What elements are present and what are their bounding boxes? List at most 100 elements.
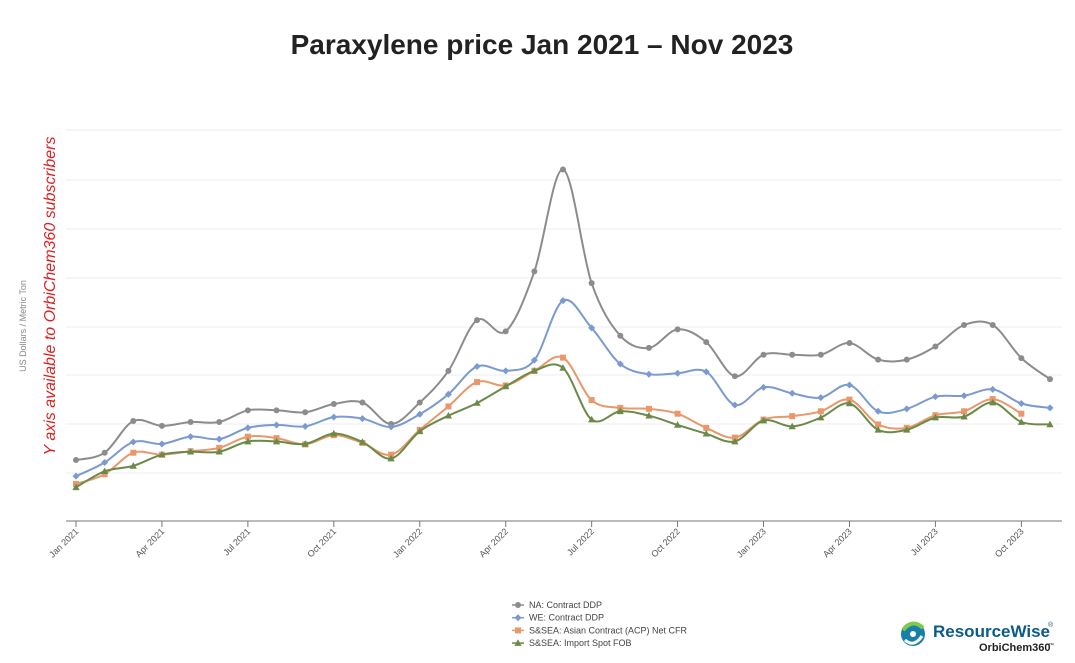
data-point (903, 426, 911, 433)
data-point (731, 373, 738, 380)
data-point (788, 389, 796, 397)
data-point (789, 413, 796, 420)
data-point (616, 360, 624, 368)
data-point (817, 408, 824, 415)
legend-label: S&SEA: Asian Contract (ACP) Net CFR (529, 625, 688, 635)
data-point (272, 437, 281, 445)
data-point (445, 403, 452, 410)
data-point (989, 322, 996, 328)
data-point (474, 317, 481, 324)
data-point (874, 426, 882, 433)
data-point (416, 427, 424, 435)
data-point (187, 419, 194, 426)
data-point (101, 449, 108, 456)
x-tick-label: Jul 2021 (221, 526, 252, 557)
x-tick-label: Jan 2022 (391, 526, 424, 559)
data-point (444, 390, 452, 398)
data-point (158, 440, 166, 448)
data-point (874, 407, 882, 415)
x-tick-label: Oct 2022 (649, 526, 682, 559)
data-point (961, 408, 968, 415)
series-layer (72, 166, 1054, 491)
data-point (559, 364, 567, 371)
data-point (759, 416, 768, 424)
data-point (559, 297, 567, 305)
data-point (845, 399, 854, 407)
data-point (617, 332, 624, 339)
data-point (301, 422, 309, 430)
legend-label: S&SEA: Import Spot FOB (529, 638, 632, 648)
legend-label: NA: Contract DDP (529, 600, 602, 610)
x-tick-label: Jul 2023 (909, 526, 940, 557)
data-point (731, 401, 739, 409)
data-point (903, 405, 911, 413)
brand-name: ResourceWise (933, 622, 1050, 641)
data-point (760, 351, 767, 358)
data-point (645, 370, 653, 378)
x-axis (66, 520, 1062, 527)
data-point (72, 472, 80, 480)
data-point (73, 457, 79, 464)
data-point (330, 400, 337, 407)
legend-swatch-marker (514, 614, 522, 622)
data-point (788, 422, 796, 430)
data-point (388, 451, 395, 458)
data-point (358, 415, 366, 423)
data-point (645, 411, 653, 419)
legend-item-1[interactable]: WE: Contract DDP (512, 613, 604, 623)
legend: NA: Contract DDP WE: Contract DDP S&SEA: A… (512, 600, 688, 648)
data-point (1018, 410, 1025, 417)
data-point (130, 449, 137, 456)
data-point (387, 454, 395, 462)
data-point (960, 412, 968, 420)
x-tick-labels: Jan 2021 Apr 2021 Jul 2021 Oct 2021 Jan 2022… (47, 526, 1026, 559)
data-point (674, 410, 681, 417)
data-point (358, 438, 367, 445)
legend-item-0[interactable]: NA: Contract DDP (512, 600, 602, 610)
data-point (502, 367, 510, 375)
data-point (961, 322, 968, 328)
data-point (473, 399, 481, 406)
data-point (703, 339, 710, 346)
data-point (702, 429, 710, 437)
data-point (588, 324, 596, 332)
data-point (674, 326, 681, 333)
data-point (216, 419, 223, 426)
data-point (645, 344, 652, 351)
data-point (645, 405, 652, 412)
data-point (616, 407, 624, 415)
data-point (560, 354, 566, 361)
chart-title: Paraxylene price Jan 2021 – Nov 2023 (291, 29, 794, 60)
data-point (215, 447, 223, 455)
data-point (817, 413, 825, 421)
data-point (875, 421, 882, 428)
data-point (703, 424, 710, 431)
data-point (359, 399, 366, 406)
data-point (129, 462, 137, 469)
series-line-2 (75, 355, 1022, 485)
series-line-0 (75, 168, 1051, 461)
data-point (473, 362, 481, 370)
x-tick-label: Oct 2021 (305, 526, 338, 559)
x-tick-label: Oct 2023 (993, 526, 1026, 559)
data-point (789, 351, 796, 358)
data-point (273, 421, 281, 429)
x-tick-label: Apr 2021 (133, 526, 166, 559)
data-point (702, 368, 710, 376)
data-point (531, 268, 538, 275)
data-point (215, 435, 223, 443)
data-point (244, 437, 252, 445)
data-point (474, 379, 481, 386)
data-point (101, 458, 109, 466)
data-point (560, 166, 566, 173)
data-point (101, 471, 108, 478)
data-point (989, 398, 997, 406)
data-point (187, 433, 195, 441)
data-point (416, 410, 424, 418)
data-point (101, 467, 109, 475)
data-point (588, 397, 595, 404)
legend-swatch-marker (514, 639, 522, 646)
legend-item-3[interactable]: S&SEA: Import Spot FOB (512, 638, 632, 648)
legend-item-2[interactable]: S&SEA: Asian Contract (ACP) Net CFR (512, 625, 688, 635)
resourcewise-logo: ResourceWise ® OrbiChem360 ™ (901, 621, 1054, 654)
